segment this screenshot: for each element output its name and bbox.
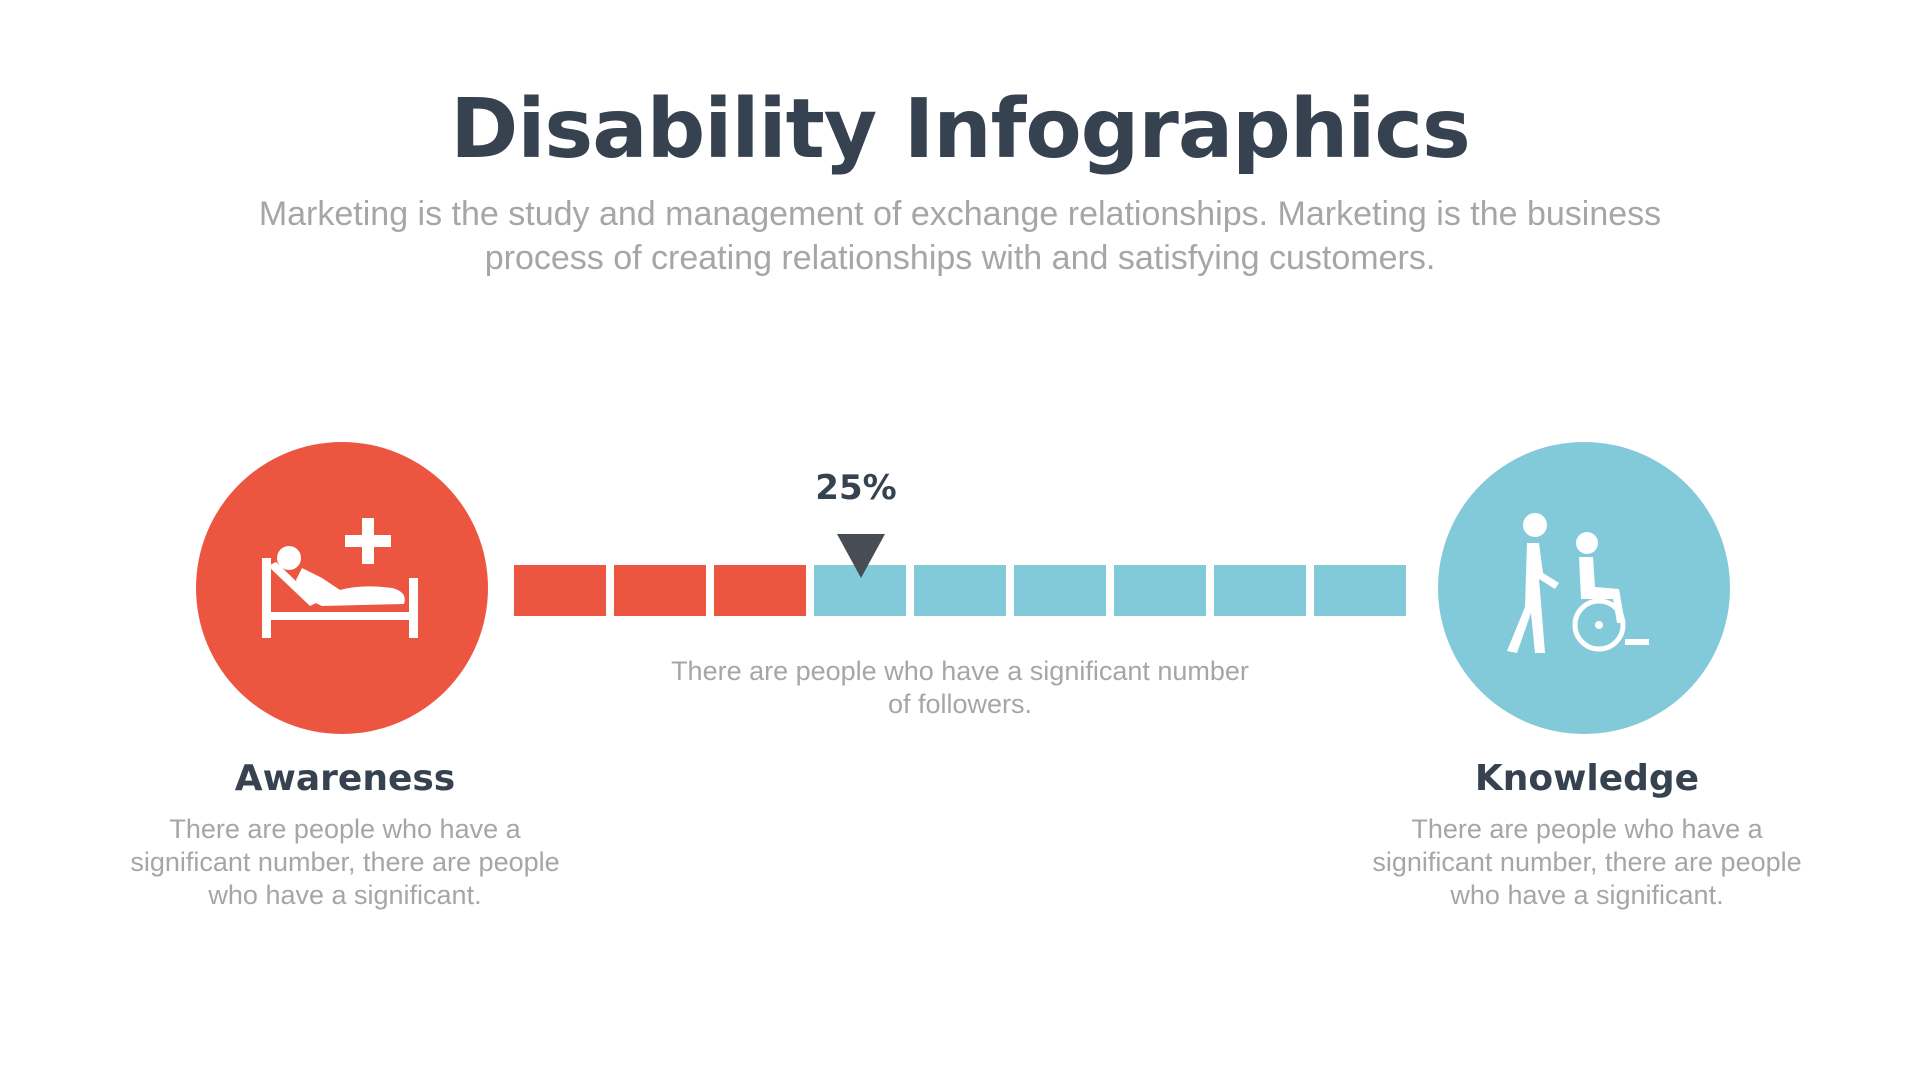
knowledge-circle	[1438, 442, 1730, 734]
progress-segment-empty	[914, 565, 1006, 616]
hospital-bed-icon	[262, 518, 418, 638]
subtitle: Marketing is the study and management of…	[258, 195, 1662, 277]
awareness-text: There are people who have a significant …	[130, 814, 560, 910]
progress-segment-empty	[1014, 565, 1106, 616]
progress-segment-empty	[1214, 565, 1306, 616]
knowledge-text: There are people who have a significant …	[1372, 814, 1802, 910]
progress-label: 25%	[815, 468, 897, 508]
progress-segment-filled	[714, 565, 806, 616]
page-title: Disability Infographics	[450, 82, 1471, 177]
awareness-circle	[196, 442, 488, 734]
progress-segment-filled	[614, 565, 706, 616]
progress-segment-empty	[1114, 565, 1206, 616]
awareness-heading: Awareness	[234, 758, 456, 799]
progress-description: There are people who have a significant …	[671, 656, 1249, 719]
wheelchair-assist-icon	[1507, 513, 1649, 653]
progress-marker	[837, 534, 885, 578]
progress-bar	[514, 565, 1406, 616]
progress-segment-empty	[1314, 565, 1406, 616]
progress-segment-filled	[514, 565, 606, 616]
knowledge-heading: Knowledge	[1474, 758, 1700, 799]
